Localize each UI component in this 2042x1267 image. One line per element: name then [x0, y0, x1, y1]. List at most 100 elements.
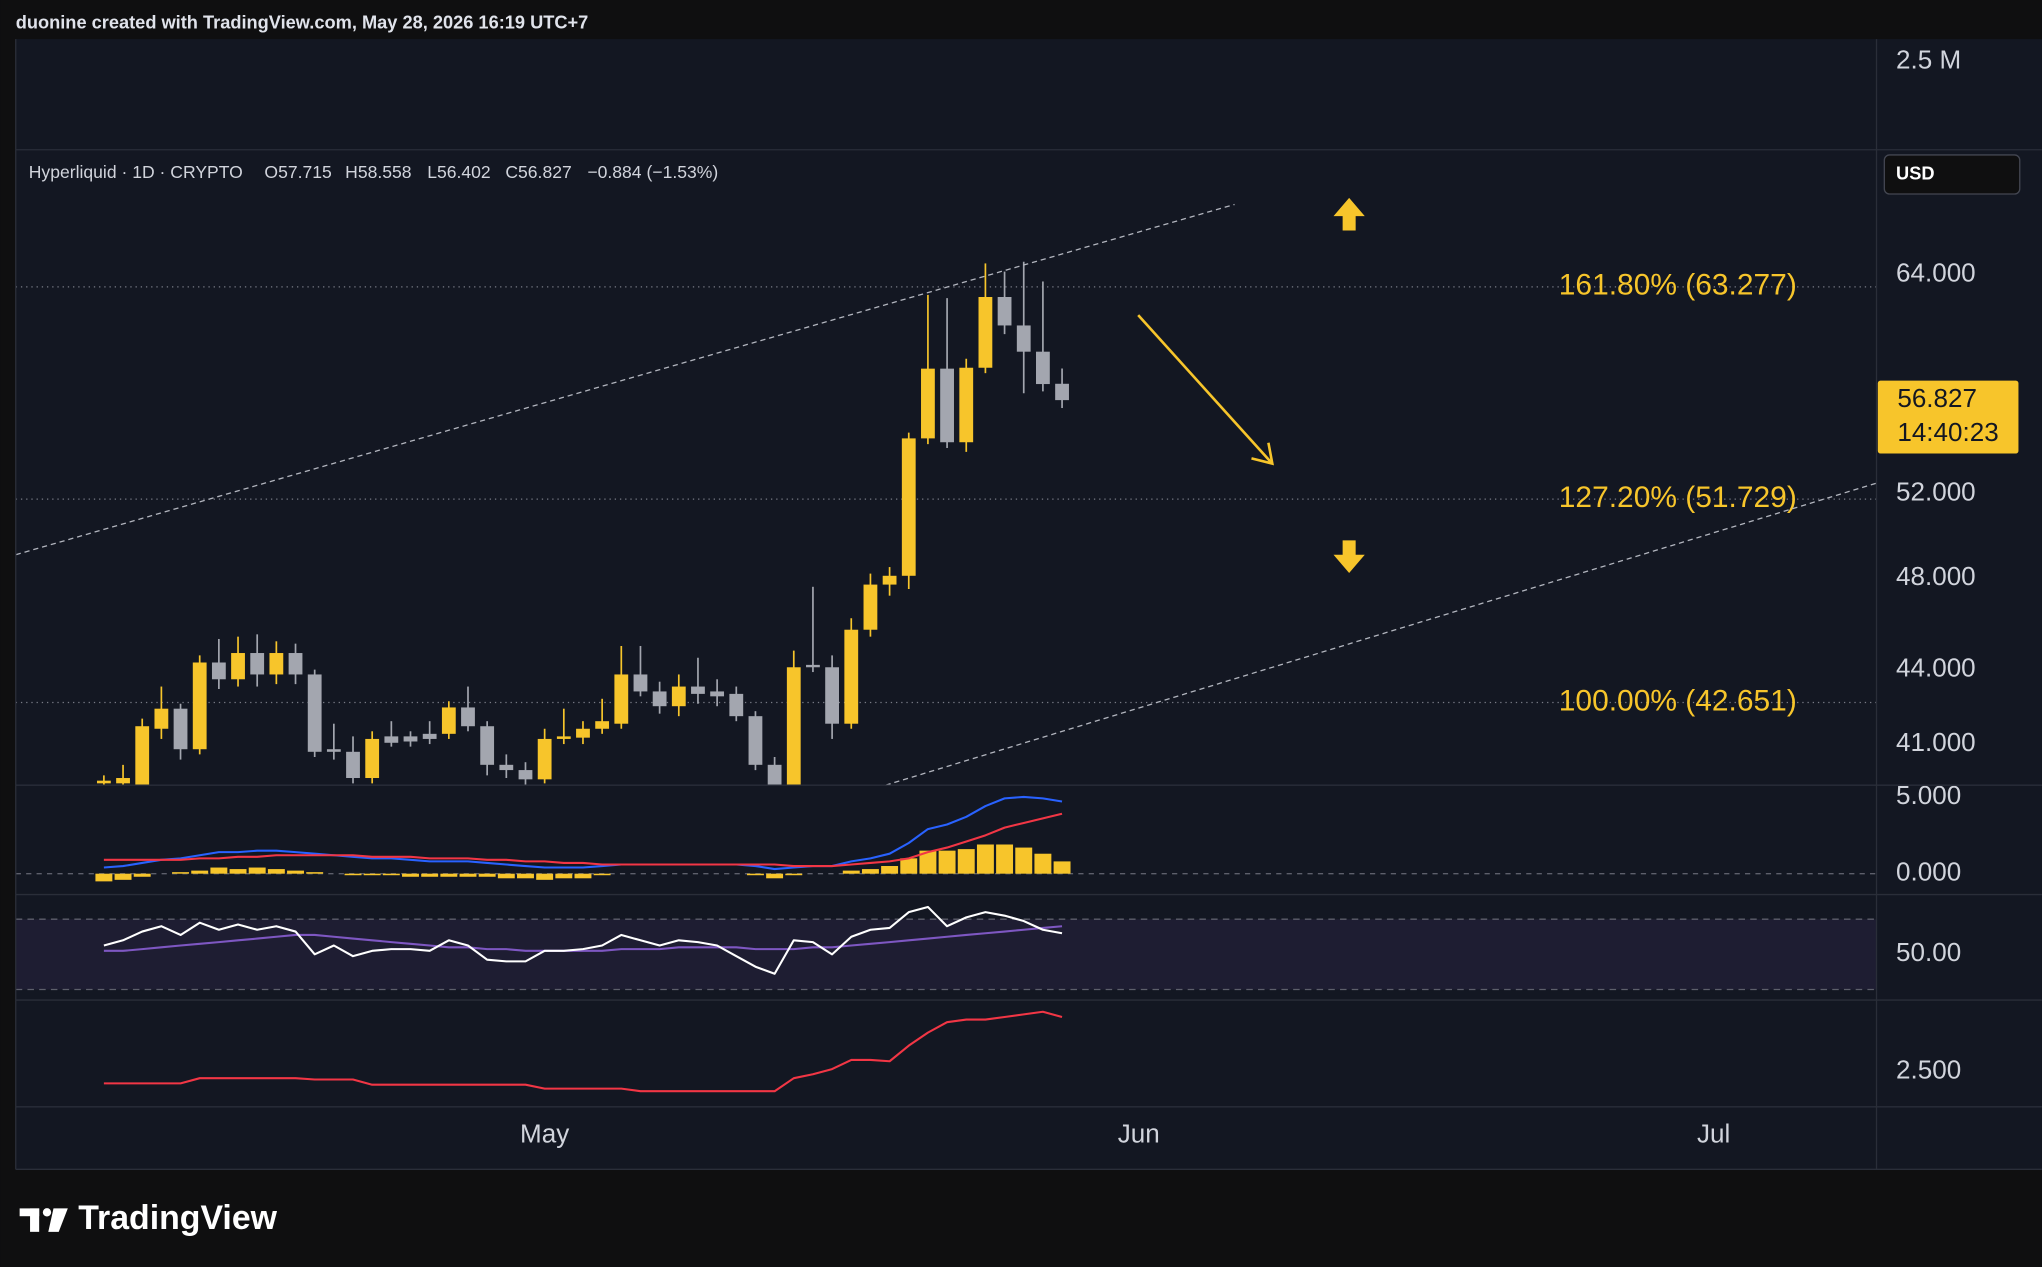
up-arrow-icon	[1333, 197, 1365, 231]
histogram-bar	[900, 858, 918, 874]
histogram-bar	[1015, 847, 1033, 874]
histogram-bar	[344, 873, 362, 876]
logo	[19, 1208, 68, 1232]
candle-body	[882, 575, 897, 585]
indicator-line	[103, 795, 1063, 871]
candle-body	[269, 653, 284, 675]
brand: TradingView	[78, 1199, 277, 1237]
legend-symbol: Hyperliquid · 1D · CRYPTO	[29, 162, 243, 182]
candle-body	[978, 296, 993, 368]
histogram-bar	[210, 867, 228, 874]
histogram-bar	[172, 872, 190, 874]
histogram-bar	[517, 873, 534, 879]
x-tick-label: May	[520, 1118, 569, 1148]
candle-body	[365, 738, 380, 779]
x-tick-label: Jul	[1697, 1118, 1730, 1148]
candle-body	[671, 686, 686, 707]
candle-body	[250, 653, 265, 675]
indicator-line	[103, 812, 1063, 868]
histogram-bar	[861, 869, 879, 874]
candle-body	[595, 721, 610, 729]
candle-body	[537, 738, 552, 780]
candle-body	[940, 368, 954, 443]
histogram-bar	[497, 873, 515, 879]
candle-body	[767, 764, 782, 786]
legend-ohlc: L56.402	[427, 162, 490, 182]
legend-ohlc: H58.558	[345, 162, 411, 182]
legend-ohlc: C56.827	[505, 162, 571, 182]
panes: May Jun Jul 2.5 M 64.000 52.000 48.000 44.000 41…	[15, 44, 2019, 1148]
candle-body	[1016, 325, 1031, 352]
histogram-bar	[191, 870, 209, 874]
candle-body	[116, 778, 130, 784]
histogram-bar	[957, 849, 975, 874]
y-tick-label: 50.00	[1896, 937, 1961, 967]
y-tick-label: 41.000	[1896, 727, 1976, 757]
candle-body	[825, 667, 840, 724]
candle-body	[997, 296, 1012, 326]
histogram-bar	[593, 873, 611, 876]
drawings	[15, 197, 1877, 786]
histogram-bar	[919, 850, 937, 874]
candle-body	[576, 728, 590, 738]
candle-body	[1036, 351, 1050, 385]
candle-body	[901, 438, 916, 576]
logo-part	[19, 1208, 40, 1217]
y-tick-label: 64.000	[1896, 258, 1976, 288]
histogram-bar	[402, 873, 419, 877]
candle-body	[691, 686, 705, 694]
candle-body	[307, 674, 322, 752]
histogram-bar	[1053, 861, 1071, 874]
histogram-bar	[881, 866, 899, 874]
histogram-bar	[842, 870, 860, 874]
histogram-bar	[363, 873, 381, 876]
currency-box[interactable]	[1883, 154, 2021, 195]
candle-body	[806, 664, 820, 668]
candle-body	[959, 367, 974, 443]
channel-upper	[15, 203, 1235, 556]
legend-change: −0.884 (−1.53%)	[587, 162, 718, 182]
y-tick-label: 44.000	[1896, 653, 1976, 683]
y-tick-label: 48.000	[1896, 561, 1976, 591]
histogram-bar	[95, 873, 113, 882]
candle-body	[1055, 383, 1069, 401]
indicator-line	[103, 905, 1063, 975]
histogram-bar	[766, 873, 784, 879]
candle-body	[461, 707, 475, 727]
histogram-bar	[574, 873, 592, 879]
credit: duonine created with TradingView.com, Ma…	[16, 11, 589, 32]
currency[interactable]: USD	[1896, 162, 1934, 183]
candle-body	[652, 691, 667, 707]
x-tick-label: Jun	[1118, 1118, 1160, 1148]
arrow-head	[1251, 442, 1274, 466]
candle-body	[135, 726, 150, 786]
chart-background	[15, 39, 2042, 1170]
candle-body	[921, 368, 935, 439]
level-label: 100.00% (42.651)	[1559, 684, 1797, 717]
candle-body	[231, 653, 245, 680]
histogram-bar	[267, 869, 285, 874]
histogram-bar	[555, 873, 573, 879]
candle-body	[154, 708, 169, 729]
histogram-bar	[287, 870, 304, 874]
histogram-bar	[133, 873, 151, 877]
candle-body	[326, 749, 341, 752]
legend-ohlc: O57.715	[264, 162, 332, 182]
logo-part	[48, 1208, 68, 1232]
histogram-bar	[306, 872, 324, 874]
candle-body	[422, 733, 437, 739]
candle-body	[211, 662, 226, 680]
candle-body	[403, 736, 418, 742]
candle-body	[556, 736, 571, 739]
candle-body	[710, 691, 725, 697]
pane: 2.5 M	[1896, 44, 1961, 74]
histogram-bar	[938, 850, 956, 874]
logo-part	[30, 1208, 40, 1232]
candle-body	[499, 764, 514, 771]
candle-body	[844, 629, 859, 724]
y-tick-label: 2.5 M	[1896, 44, 1961, 74]
histogram-bar	[421, 873, 439, 877]
candle-body	[384, 736, 399, 743]
candle-body	[786, 667, 801, 786]
